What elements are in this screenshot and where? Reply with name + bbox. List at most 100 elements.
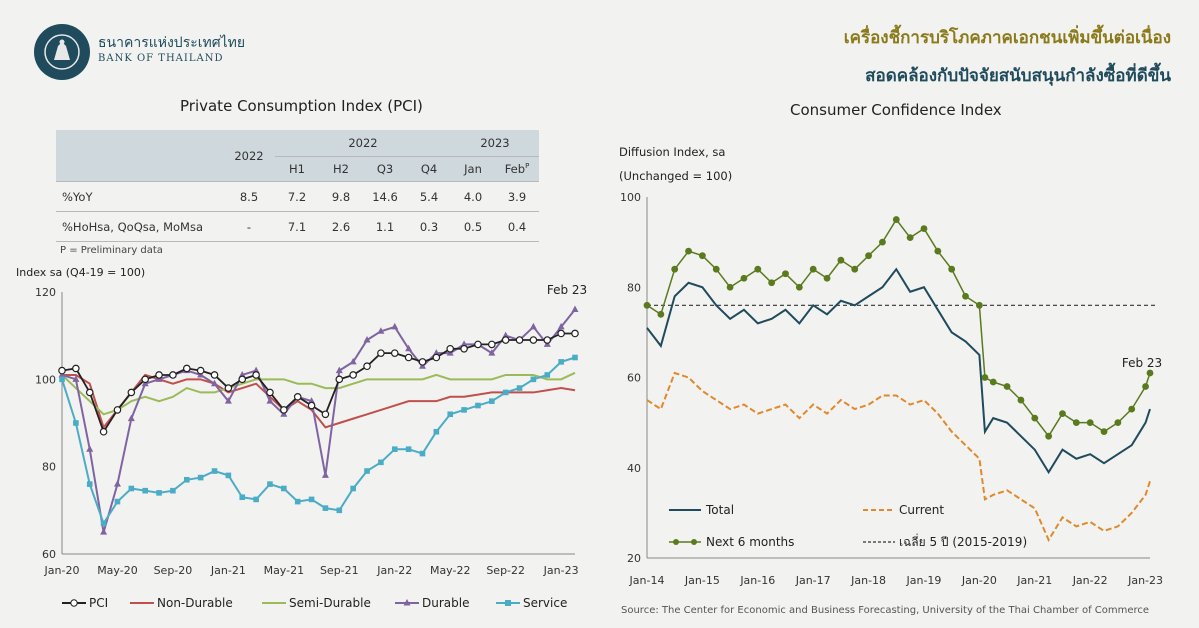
data-point-service [197,474,204,481]
legend-marker-next6 [673,539,679,545]
data-point-next6 [685,247,692,255]
bank-emblem-icon [34,24,90,80]
data-point-pci [363,362,371,371]
data-point-service [267,481,273,487]
data-point-service [433,428,440,435]
legend-marker-pci [70,599,78,607]
pci-table-title: Private Consumption Index (PCI) [180,97,423,115]
data-point-durable [529,322,537,330]
x-tick-label: May-20 [97,564,138,577]
data-point-durable [488,349,496,356]
data-point-next6 [892,216,900,223]
data-point-pci [446,344,455,353]
legend-marker-next6 [691,539,697,545]
source-note: Source: The Center for Economic and Busi… [621,605,1150,616]
data-point-next6 [879,238,886,246]
x-tick-label: Sep-21 [320,564,359,577]
data-point-pci [85,388,94,397]
data-point-service [170,487,176,494]
pci-table: 2022 2022 2023 H1 H2 Q3 Q4 Jan FebP %YoY… [56,130,539,242]
data-point-pci [252,371,260,379]
y-tick-label: 100 [620,191,641,204]
table-cell: 14.6 [363,181,407,212]
data-point-next6 [740,274,748,282]
data-point-service [239,494,246,501]
data-point-pci [266,388,274,397]
data-point-service [322,505,329,511]
table-head-2022: 2022 [275,130,451,157]
data-point-next6 [1146,369,1154,377]
table-cell: 1.1 [363,211,407,242]
x-tick-label: Jan-18 [850,574,886,587]
y-tick-label: 20 [627,552,641,565]
data-point-next6 [1045,432,1053,440]
data-point-service [419,450,426,457]
table-subhead: H2 [319,156,363,182]
y-tick-label: 80 [42,461,56,474]
data-point-service [211,468,218,474]
data-point-durable [571,305,579,312]
data-point-pci [99,427,108,436]
data-point-durable [238,370,246,378]
data-point-pci [390,349,399,357]
table-cell: 0.5 [451,211,495,242]
series-line-semi_durable [61,371,576,416]
data-point-durable [432,349,440,356]
data-point-service [142,487,148,494]
table-subhead-feb: FebP [495,156,539,182]
data-point-pci [321,410,330,419]
data-point-durable [557,322,565,330]
data-point-durable [252,366,260,374]
table-row: %YoY 8.5 7.2 9.8 14.6 5.4 4.0 3.9 [56,181,539,212]
series-line-current [646,371,1151,543]
data-point-next6 [1017,396,1025,404]
data-point-pci [72,364,80,373]
table-subhead: Q3 [363,156,407,182]
data-point-durable [72,375,80,382]
data-point-next6 [920,225,928,232]
data-point-service [350,485,356,492]
y-tick-label: 60 [42,548,56,561]
series-line-durable [61,308,576,533]
data-point-next6 [1003,383,1011,390]
data-point-pci [474,340,482,349]
y-axis-label: Diffusion Index, sa [619,145,725,159]
data-point-pci [182,364,191,373]
data-point-durable [211,379,219,387]
table-cell: 5.4 [407,181,451,212]
data-point-pci [293,393,302,401]
data-point-durable [502,331,510,339]
data-point-service [183,476,190,483]
y-tick-label: 80 [627,281,641,294]
data-point-durable [308,397,316,404]
y-axis-label-2: (Unchanged = 100) [619,169,732,183]
data-point-next6 [712,265,720,273]
data-point-next6 [782,270,789,278]
cci-title: Consumer Confidence Index [790,101,1002,119]
table-head-2023: 2023 [451,130,539,157]
data-point-pci [501,336,510,344]
data-point-pci [557,329,565,338]
data-point-pci [141,375,149,384]
data-point-pci [432,353,441,362]
data-point-pci [335,375,344,384]
data-point-pci [155,371,163,379]
table-cell: 0.4 [495,211,539,242]
data-point-next6 [975,301,983,309]
data-point-durable [405,344,413,352]
x-tick-label: Jan-22 [376,564,412,577]
data-point-service [336,507,343,514]
bank-name-th: ธนาคารแห่งประเทศไทย [98,35,246,51]
data-point-next6 [754,265,762,273]
table-cell: 3.9 [495,181,539,212]
y-axis-label: Index sa (Q4-19 = 100) [16,266,145,279]
data-point-pci [169,371,177,379]
y-tick-label: 60 [627,372,641,385]
x-tick-label: Jan-17 [795,574,831,587]
data-point-pci [210,371,219,379]
table-cell: 7.2 [275,181,319,212]
data-point-durable [127,414,135,422]
annotation-feb23: Feb 23 [547,283,587,297]
data-point-service [378,459,384,466]
data-point-pci [543,336,552,344]
